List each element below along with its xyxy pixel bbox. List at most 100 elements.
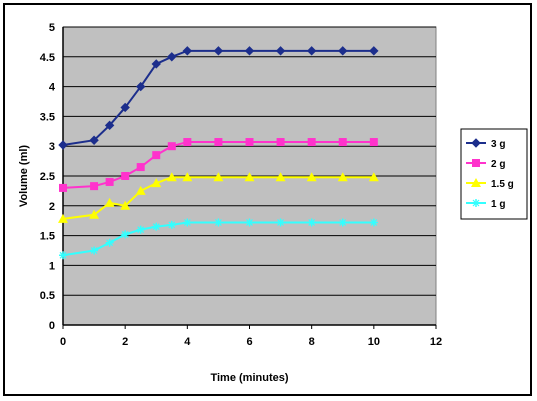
- data-point: [89, 135, 99, 145]
- y-tick-label: 4.5: [40, 52, 55, 64]
- series-line: [62, 49, 374, 146]
- line-chart: 0 0.5 1 1.5 2 2.5 3 3.5 4 4.5 5 0 2 4 6 8 10 12 Time (mi…: [18, 22, 528, 384]
- data-point: [306, 172, 317, 182]
- data-point: [338, 46, 348, 56]
- data-point: [59, 251, 67, 260]
- series-1: [59, 138, 378, 192]
- data-point: [472, 199, 480, 207]
- legend-label: 3 g: [491, 139, 505, 150]
- data-point: [276, 138, 285, 147]
- data-point: [104, 197, 115, 207]
- data-point: [183, 138, 192, 147]
- series-2: [58, 172, 379, 223]
- legend-item: 1.5 g: [466, 178, 514, 190]
- data-point: [152, 151, 161, 160]
- data-point: [136, 225, 145, 234]
- data-point: [136, 163, 145, 172]
- legend: 3 g 2 g 1.5 g 1 g: [460, 128, 528, 220]
- data-point: [244, 46, 255, 56]
- data-point: [472, 159, 480, 167]
- data-point: [120, 200, 131, 210]
- data-point: [120, 102, 130, 113]
- legend-label: 1 g: [491, 199, 505, 210]
- legend-item: 2 g: [466, 159, 505, 170]
- data-point: [167, 220, 176, 229]
- data-point: [167, 142, 176, 151]
- data-point: [182, 46, 193, 56]
- data-point: [90, 246, 99, 255]
- x-axis-ticks: 0 2 4 6 8 10 12: [60, 325, 442, 348]
- legend-item: 1 g: [466, 199, 505, 210]
- data-point: [58, 213, 68, 223]
- y-tick-label: 2.5: [40, 171, 55, 183]
- data-point: [166, 172, 177, 182]
- y-tick-label: 4: [49, 82, 56, 94]
- chart-frame: 0 0.5 1 1.5 2 2.5 3 3.5 4 4.5 5 0 2 4 6 8 10 12 Time (mi…: [3, 3, 532, 396]
- data-point: [136, 81, 146, 92]
- data-point: [135, 185, 146, 195]
- y-tick-label: 1.5: [40, 231, 55, 243]
- data-point: [59, 183, 67, 192]
- data-point: [368, 172, 379, 182]
- y-axis-title: Volume (ml): [18, 145, 30, 207]
- series-layer: [58, 46, 379, 260]
- x-tick-label: 4: [184, 336, 191, 348]
- y-tick-label: 0.5: [40, 290, 55, 302]
- data-point: [369, 218, 378, 227]
- data-point: [338, 218, 347, 227]
- series-0: [58, 46, 379, 150]
- data-point: [121, 172, 130, 180]
- series-line: [62, 221, 374, 257]
- data-point: [151, 178, 162, 188]
- data-point: [105, 177, 114, 186]
- data-point: [306, 46, 317, 56]
- data-point: [151, 59, 161, 69]
- y-tick-label: 1: [49, 260, 55, 272]
- data-point: [338, 138, 347, 147]
- x-tick-label: 12: [430, 336, 442, 348]
- data-point: [275, 172, 286, 182]
- legend-label: 2 g: [491, 159, 505, 170]
- y-tick-label: 0: [49, 320, 55, 332]
- data-point: [245, 218, 254, 227]
- y-tick-label: 3: [49, 141, 55, 153]
- x-tick-label: 0: [60, 336, 66, 348]
- data-point: [276, 218, 285, 227]
- data-point: [337, 172, 348, 182]
- y-tick-label: 2: [49, 201, 55, 213]
- data-point: [90, 182, 99, 191]
- data-point: [369, 46, 379, 56]
- data-point: [213, 172, 224, 182]
- data-point: [214, 138, 223, 147]
- data-point: [89, 209, 100, 219]
- data-point: [369, 138, 378, 147]
- data-point: [104, 120, 115, 131]
- data-point: [307, 218, 316, 227]
- data-point: [167, 52, 177, 62]
- legend-item: 3 g: [466, 138, 505, 150]
- data-point: [182, 172, 193, 182]
- data-point: [275, 46, 286, 56]
- x-tick-label: 2: [122, 336, 128, 348]
- data-point: [152, 222, 161, 231]
- data-point: [213, 46, 224, 56]
- y-tick-label: 3.5: [40, 111, 55, 123]
- series-3: [59, 218, 378, 260]
- y-tick-label: 5: [49, 22, 55, 34]
- x-tick-label: 6: [246, 336, 252, 348]
- data-point: [105, 238, 114, 247]
- data-point: [307, 138, 316, 147]
- data-point: [214, 218, 223, 227]
- x-axis-title: Time (minutes): [210, 372, 288, 384]
- data-point: [471, 138, 481, 148]
- data-point: [183, 218, 192, 227]
- data-point: [245, 138, 254, 147]
- x-tick-label: 10: [368, 336, 380, 348]
- y-axis-ticks: 0 0.5 1 1.5 2 2.5 3 3.5 4 4.5 5: [40, 22, 56, 332]
- data-point: [58, 140, 68, 150]
- data-point: [121, 230, 130, 239]
- x-tick-label: 8: [309, 336, 315, 348]
- data-point: [471, 178, 481, 187]
- legend-label: 1.5 g: [491, 179, 514, 190]
- data-point: [244, 172, 255, 182]
